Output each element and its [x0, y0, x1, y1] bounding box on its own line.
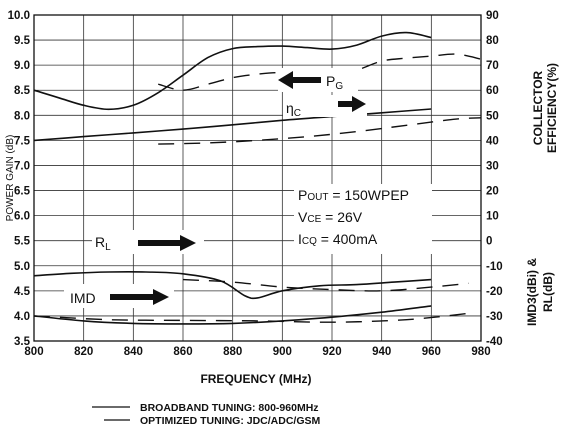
pg-arrow [278, 71, 321, 89]
y-axis-label-right-top-1: COLLECTOR [531, 70, 545, 145]
x-tick-label: 920 [322, 346, 341, 358]
cond-vce: VCE = 26V [298, 209, 363, 225]
y-left-tick-label: 4.0 [14, 311, 30, 323]
y-right-tick-label: -10 [486, 261, 503, 273]
y-right-tick-label: -30 [486, 311, 503, 323]
rl-label: RL [95, 234, 111, 253]
imd-arrow [110, 289, 169, 305]
y-axis-label-right-top-2: EFFICIENCY(%) [545, 63, 559, 153]
conditions-box [294, 184, 432, 254]
plot-frame [33, 14, 482, 342]
x-tick-label: 980 [471, 346, 490, 358]
x-tick-label: 800 [24, 346, 43, 358]
series-line-3 [33, 108, 432, 142]
series-line-5 [33, 271, 432, 300]
series-line-7 [182, 278, 469, 292]
legend-text-optimized: OPTIMIZED TUNING: JDC/ADC/GSM [140, 415, 321, 427]
y-right-tick-label: 90 [486, 10, 499, 22]
y-right-tick-label: 40 [486, 135, 499, 147]
eta-label: ηC [286, 100, 301, 119]
y-left-tick-label: 3.5 [14, 336, 31, 348]
y-right-tick-label: -20 [486, 286, 503, 298]
y-left-tick-label: 8.5 [14, 85, 31, 97]
series-line-8 [33, 312, 469, 323]
y-left-tick-label: 6.0 [14, 211, 30, 223]
y-right-tick-label: 10 [486, 211, 499, 223]
y-right-tick-label: -40 [486, 336, 503, 348]
pg-label: PG [326, 73, 343, 92]
x-tick-label: 880 [223, 346, 242, 358]
series-line-4 [158, 117, 482, 145]
y-left-tick-label: 6.5 [14, 186, 31, 198]
imd-label: IMD [70, 290, 96, 306]
y-left-tick-label: 4.5 [14, 286, 31, 298]
legend-text-broadband: BROADBAND TUNING: 800-960MHz [140, 402, 319, 414]
x-axis-label: FREQUENCY (MHz) [200, 372, 311, 386]
x-tick-label: 820 [74, 346, 93, 358]
tick-labels: 800 820 840 860 880 900 920 940 960 9803.54.04.55… [8, 10, 503, 358]
x-tick-label: 960 [422, 346, 441, 358]
y-axis-label-left: POWER GAIN (dB) [5, 135, 16, 222]
y-right-tick-label: 50 [486, 110, 499, 122]
cond-pout: POUT = 150WPEP [298, 187, 409, 203]
y-axis-label-right-bottom-1: IMD3(dBi) & [525, 258, 539, 326]
y-right-tick-label: 60 [486, 85, 499, 97]
y-left-tick-label: 5.5 [14, 236, 31, 248]
y-right-tick-label: 30 [486, 160, 499, 172]
x-tick-label: 860 [173, 346, 192, 358]
y-right-tick-label: 80 [486, 35, 499, 47]
x-tick-label: 840 [124, 346, 143, 358]
y-right-tick-label: 70 [486, 60, 499, 72]
eta-label-box [283, 95, 367, 117]
cond-icq: ICQ = 400mA [298, 231, 378, 247]
y-left-tick-label: 5.0 [14, 261, 30, 273]
eta-arrow [338, 96, 366, 112]
y-right-tick-label: 20 [486, 186, 499, 198]
x-tick-label: 900 [273, 346, 292, 358]
series-line-6 [33, 305, 432, 325]
x-tick-label: 940 [372, 346, 391, 358]
series-line-1 [33, 31, 432, 111]
y-left-tick-label: 10.0 [8, 10, 30, 22]
y-left-tick-label: 9.0 [14, 60, 30, 72]
rl-arrow [138, 235, 196, 251]
y-left-tick-label: 8.0 [14, 110, 30, 122]
y-left-tick-label: 7.5 [14, 135, 31, 147]
y-axis-label-right-bottom-2: RL(dB) [541, 272, 555, 312]
y-left-tick-label: 7.0 [14, 160, 30, 172]
y-left-tick-label: 9.5 [14, 35, 31, 47]
y-right-tick-label: 0 [486, 236, 492, 248]
series-group [33, 31, 482, 325]
